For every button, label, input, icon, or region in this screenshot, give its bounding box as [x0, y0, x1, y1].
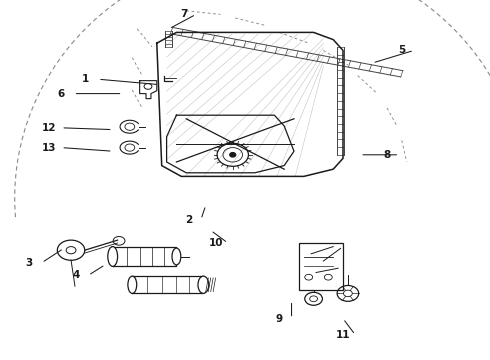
Ellipse shape [172, 248, 181, 265]
Ellipse shape [198, 276, 209, 293]
Ellipse shape [128, 276, 137, 293]
Text: 10: 10 [208, 238, 223, 248]
Text: 3: 3 [26, 258, 33, 268]
Text: 5: 5 [398, 45, 405, 55]
Text: 9: 9 [276, 314, 283, 324]
Ellipse shape [108, 247, 118, 266]
Text: 7: 7 [180, 9, 188, 19]
Text: 6: 6 [58, 89, 65, 99]
Text: 12: 12 [42, 123, 56, 133]
Text: 8: 8 [384, 150, 391, 160]
Text: 11: 11 [336, 330, 350, 340]
Text: 13: 13 [42, 143, 56, 153]
FancyBboxPatch shape [299, 243, 343, 290]
Text: 2: 2 [185, 215, 192, 225]
Text: 4: 4 [72, 270, 80, 280]
Text: 1: 1 [82, 74, 89, 84]
Circle shape [230, 153, 236, 157]
